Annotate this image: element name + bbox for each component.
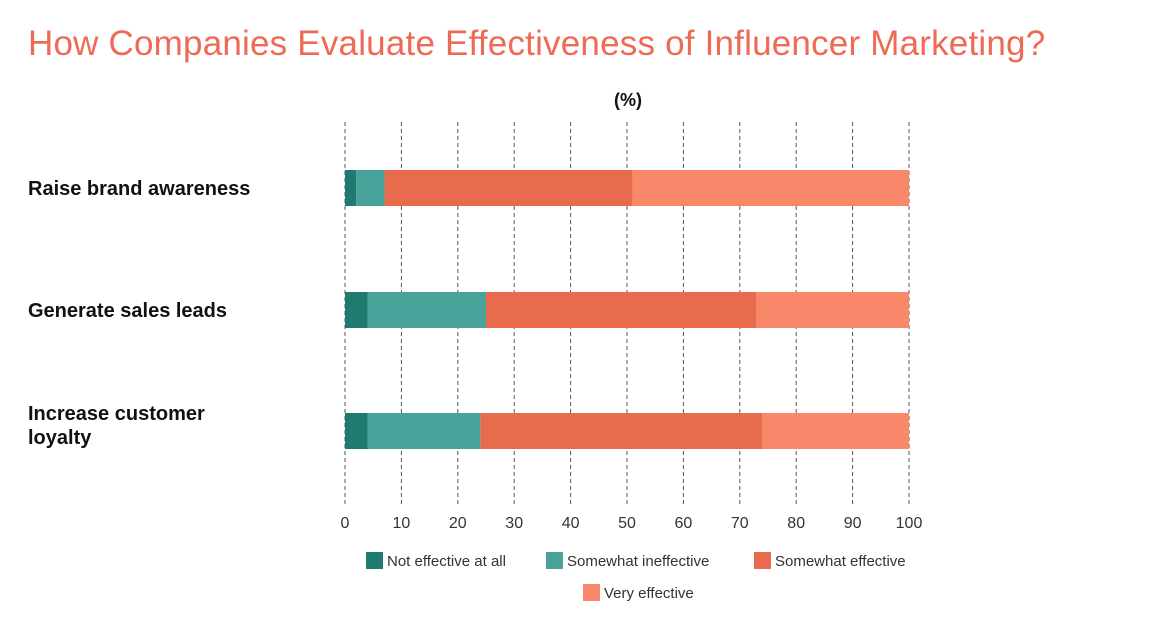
x-tick-labels: 0 10 20 30 40 50 60 70 80 90 100 bbox=[341, 515, 923, 532]
chart-title: How Companies Evaluate Effectiveness of … bbox=[28, 24, 1046, 63]
bar-segment-3-3 bbox=[480, 413, 763, 449]
legend-label-1: Not effective at all bbox=[387, 553, 506, 570]
x-tick-label-70: 70 bbox=[731, 515, 749, 532]
category-labels: Raise brand awareness Generate sales lead… bbox=[28, 178, 250, 449]
x-tick-label-90: 90 bbox=[844, 515, 862, 532]
x-tick-label-40: 40 bbox=[562, 515, 580, 532]
legend-swatch-1 bbox=[366, 552, 383, 569]
bars bbox=[345, 170, 909, 449]
category-label-line: Increase customer bbox=[28, 403, 205, 425]
legend-label-2: Somewhat ineffective bbox=[567, 553, 709, 570]
legend-label-4: Very effective bbox=[604, 585, 694, 602]
x-tick-label-50: 50 bbox=[618, 515, 636, 532]
x-tick-label-0: 0 bbox=[341, 515, 350, 532]
bar-segment-2-4 bbox=[756, 292, 909, 328]
legend-swatch-2 bbox=[546, 552, 563, 569]
bar-segment-2-1 bbox=[345, 292, 368, 328]
x-tick-label-100: 100 bbox=[896, 515, 923, 532]
category-label-line: loyalty bbox=[28, 427, 92, 449]
x-tick-label-30: 30 bbox=[505, 515, 523, 532]
x-tick-label-60: 60 bbox=[675, 515, 693, 532]
x-tick-label-20: 20 bbox=[449, 515, 467, 532]
category-label-line: Generate sales leads bbox=[28, 300, 227, 322]
legend-swatch-3 bbox=[754, 552, 771, 569]
x-tick-label-10: 10 bbox=[393, 515, 411, 532]
category-label-3: Increase customer loyalty bbox=[28, 403, 205, 449]
bar-segment-2-3 bbox=[486, 292, 757, 328]
category-label-2: Generate sales leads bbox=[28, 300, 227, 322]
bar-segment-1-4 bbox=[632, 170, 909, 206]
legend-swatch-4 bbox=[583, 584, 600, 601]
category-label-1: Raise brand awareness bbox=[28, 178, 250, 200]
bar-segment-3-1 bbox=[345, 413, 368, 449]
bar-segment-2-2 bbox=[367, 292, 486, 328]
unit-label: (%) bbox=[614, 90, 642, 110]
legend-label-3: Somewhat effective bbox=[775, 553, 906, 570]
bar-segment-3-2 bbox=[367, 413, 481, 449]
legend: Not effective at all Somewhat ineffective… bbox=[366, 552, 906, 602]
bar-segment-1-1 bbox=[345, 170, 357, 206]
x-tick-label-80: 80 bbox=[787, 515, 805, 532]
category-label-line: Raise brand awareness bbox=[28, 178, 250, 200]
bar-segment-1-2 bbox=[356, 170, 385, 206]
bar-segment-1-3 bbox=[384, 170, 633, 206]
bar-segment-3-4 bbox=[762, 413, 909, 449]
